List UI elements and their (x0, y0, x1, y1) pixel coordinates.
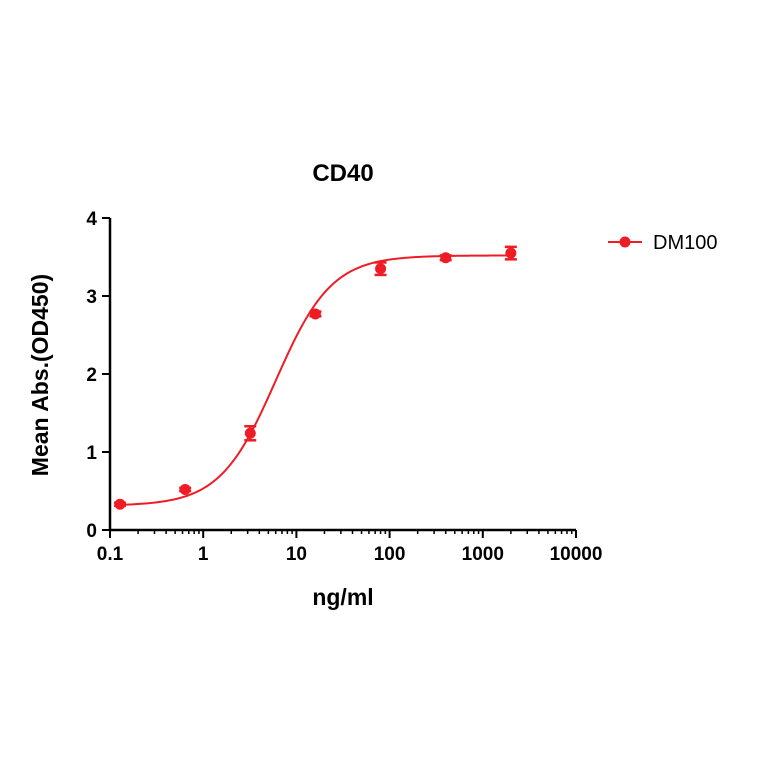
chart-title: CD40 (312, 160, 373, 187)
data-point (440, 252, 452, 264)
x-tick-label: 10000 (550, 544, 603, 565)
x-axis-ticks: 0.1 1 10 100 1000 10000 (97, 530, 603, 565)
data-point-group (113, 498, 126, 510)
data-point (244, 427, 256, 439)
data-point-group (244, 425, 257, 442)
data-point-group (439, 252, 452, 264)
data-points (113, 245, 517, 510)
axes (108, 218, 576, 532)
data-point-group (309, 308, 322, 320)
legend: DM100 (608, 232, 717, 254)
y-tick-label: 0 (86, 521, 97, 542)
data-point-group (179, 483, 192, 495)
data-point (179, 483, 191, 495)
y-tick-label: 2 (86, 365, 97, 386)
x-axis-title: ng/ml (312, 584, 373, 610)
y-tick-label: 1 (86, 443, 97, 464)
data-point (309, 308, 321, 320)
legend-marker (619, 236, 631, 248)
x-tick-label: 100 (374, 544, 406, 565)
y-axis-title: Mean Abs.(OD450) (27, 274, 53, 476)
x-tick-label: 0.1 (97, 544, 124, 565)
data-point (375, 263, 387, 275)
x-tick-label: 10 (286, 544, 307, 565)
data-point (505, 247, 517, 259)
x-tick-label: 1 (198, 544, 209, 565)
data-point (114, 498, 126, 510)
fit-curves (119, 254, 511, 506)
y-axis-ticks: 0 1 2 3 4 (86, 209, 110, 542)
data-point-group (374, 261, 387, 277)
fit-curve (119, 254, 511, 506)
data-point-group (504, 245, 517, 261)
x-tick-label: 1000 (462, 544, 504, 565)
legend-label: DM100 (653, 232, 717, 254)
y-tick-label: 3 (86, 287, 97, 308)
y-tick-label: 4 (86, 209, 97, 230)
